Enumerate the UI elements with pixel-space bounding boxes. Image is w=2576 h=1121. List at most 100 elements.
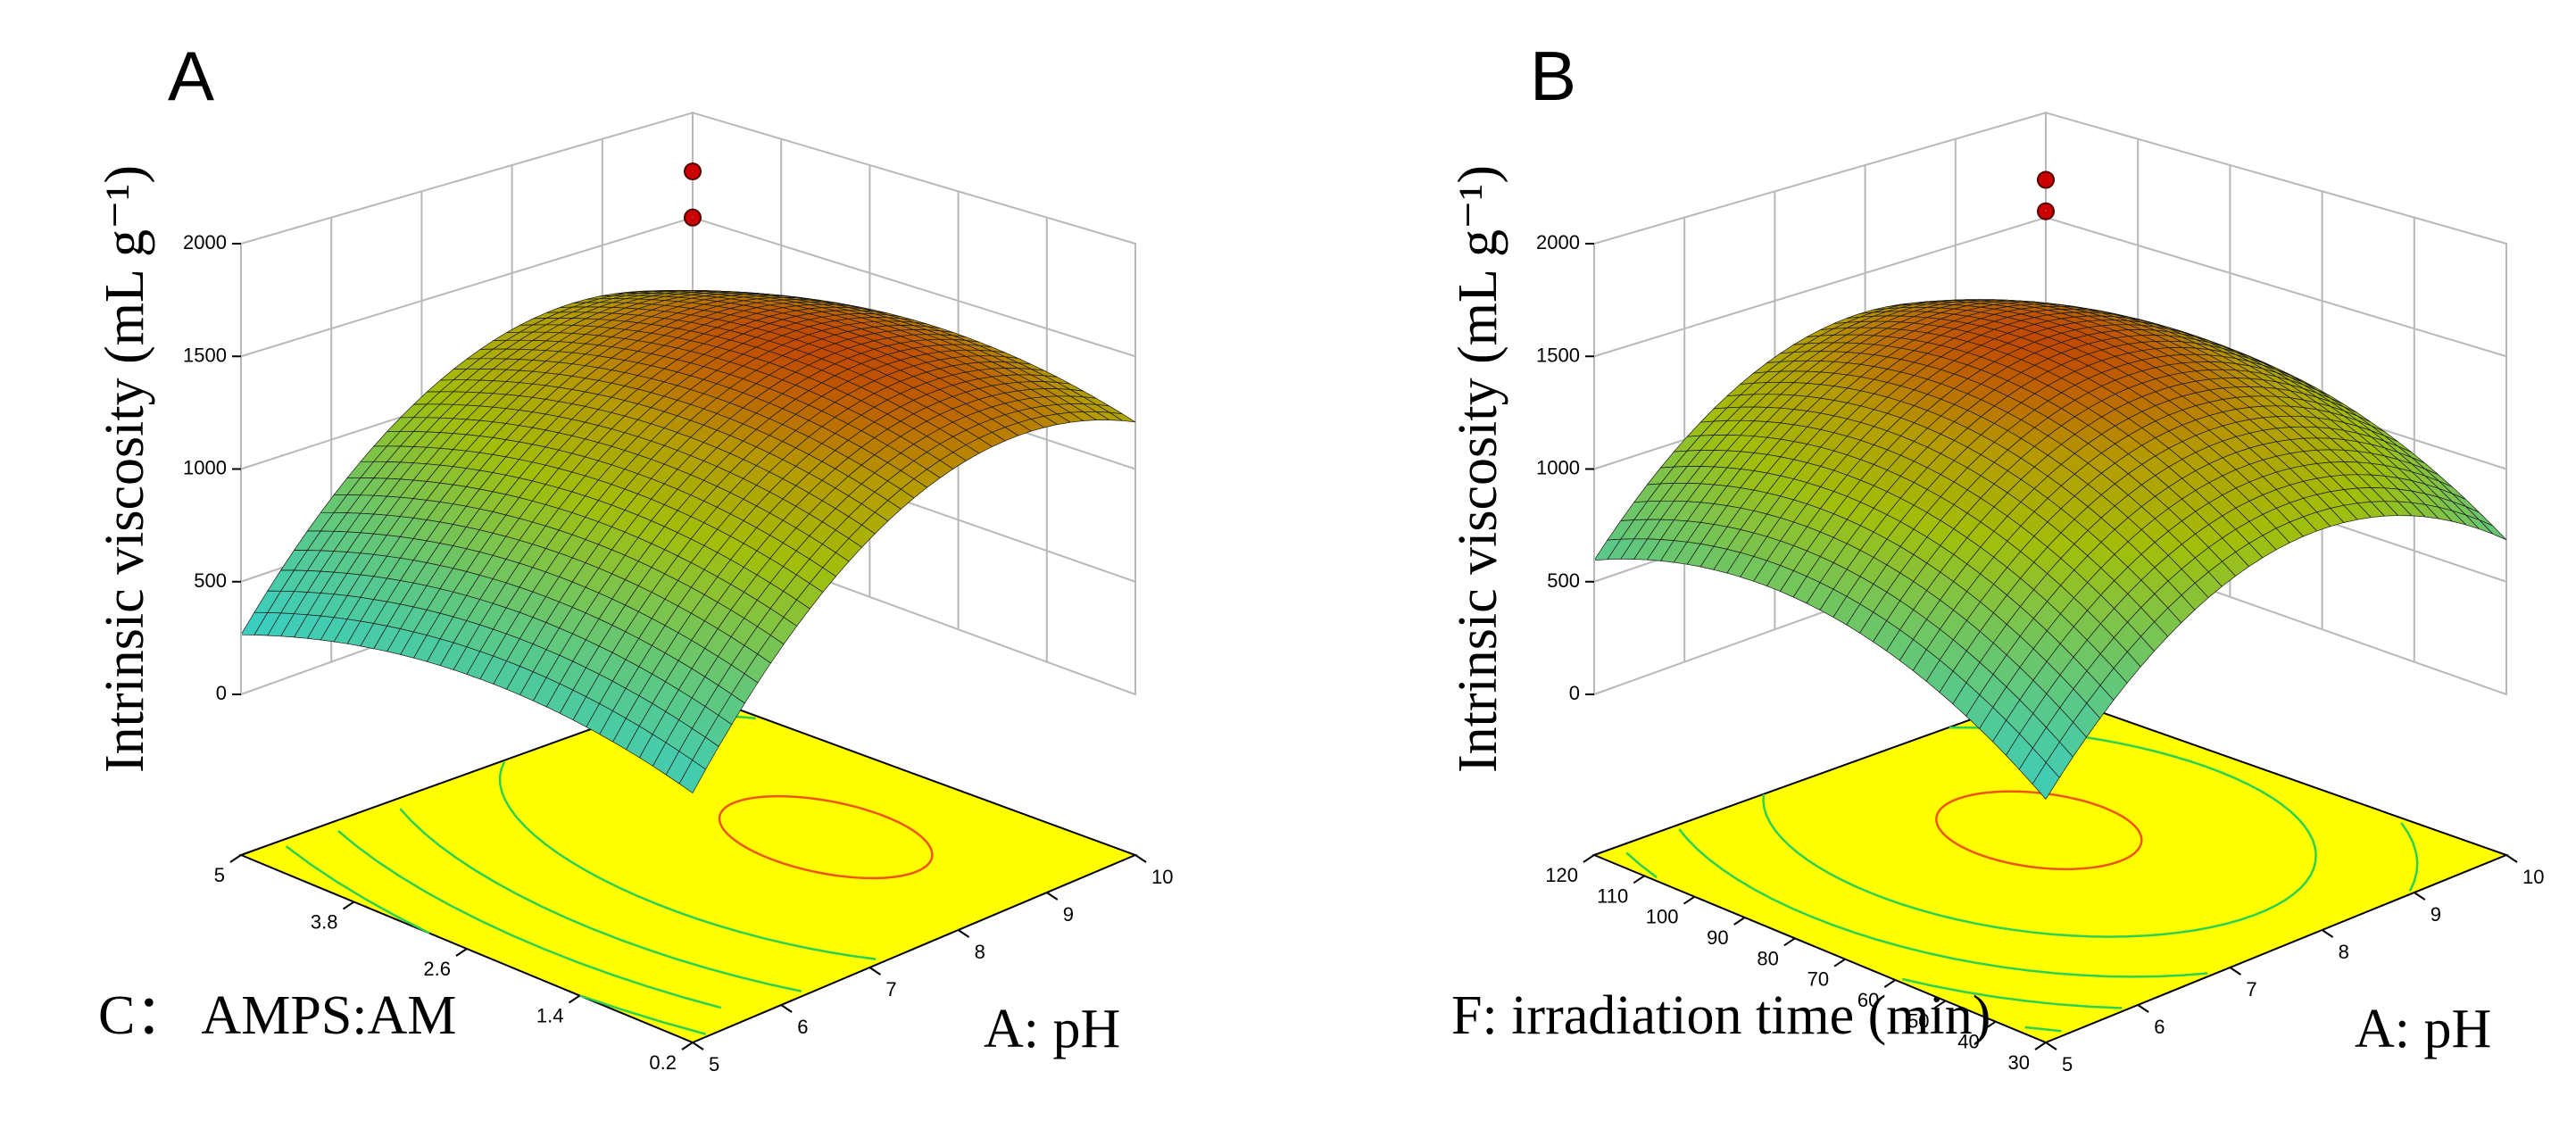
contour-line: [1935, 790, 2143, 871]
z-tick-label: 500: [1547, 569, 1580, 592]
y-tick-label: 50: [1907, 1009, 1929, 1032]
x-tick-label: 10: [1151, 866, 1173, 888]
y-tick-mark: [1583, 854, 1595, 863]
y-tick-label: 110: [1597, 884, 1628, 907]
panel-b-letter: B: [1530, 37, 1576, 115]
response-surface: [1593, 299, 2507, 800]
x-tick-label: 6: [2154, 1016, 2165, 1038]
x-axis: 5 6 7 8 9 10: [2045, 854, 2544, 1075]
y-tick-mark: [455, 948, 468, 957]
x-tick-label: 7: [885, 978, 896, 1001]
contour-line: [1902, 977, 2123, 1009]
x-tick-mark: [2322, 929, 2334, 938]
contour-line: [1678, 828, 2208, 978]
x-tick-mark: [958, 929, 970, 938]
contour-line: [1762, 765, 2317, 938]
y-tick-label: 30: [2008, 1051, 2030, 1074]
y-axis-title: F: irradiation time (min): [1451, 985, 1990, 1046]
x-axis-title: A: pH: [984, 999, 1120, 1059]
y-tick-mark: [229, 854, 242, 863]
y-tick-label: 100: [1646, 906, 1679, 928]
y-axis: 0.2 1.4 2.6 3.8 5: [214, 854, 694, 1074]
x-axis-title: A: pH: [2355, 999, 2491, 1059]
panel-a-chart: A 0 500 1000 1500 2000 Intrinsic viscosity (m…: [95, 37, 1173, 1075]
y-tick-mark: [1783, 937, 1796, 947]
z-tick-label: 0: [1569, 682, 1580, 704]
y-tick-mark: [1683, 895, 1695, 905]
x-tick-label: 9: [2431, 903, 2441, 926]
x-tick-mark: [2414, 892, 2426, 901]
x-tick-label: 5: [709, 1053, 719, 1075]
y-tick-mark: [1934, 1000, 1947, 1009]
contour-line: [285, 845, 430, 934]
contour-line: [2400, 822, 2419, 892]
y-tick-label: 1.4: [536, 1005, 564, 1027]
y-tick-label: 3.8: [311, 911, 338, 934]
design-point-marker: [2037, 170, 2055, 189]
y-tick-label: 80: [1757, 947, 1778, 969]
z-tick-label: 1500: [1536, 344, 1580, 366]
z-tick-label: 500: [194, 569, 227, 592]
x-tick-mark: [2137, 1004, 2149, 1013]
contour-line: [718, 794, 934, 880]
y-tick-label: 120: [1545, 864, 1578, 886]
contour-line: [337, 830, 722, 1009]
y-axis: 30 40 50 60 70 80 90 100 110 120: [1545, 854, 2047, 1074]
y-tick-mark: [2034, 1042, 2047, 1050]
panel-b-chart: B 0 500 1000 1500 2000 Intrinsic viscosity (m…: [1448, 37, 2544, 1075]
y-tick-mark: [681, 1042, 694, 1050]
x-tick-mark: [780, 1004, 793, 1013]
x-tick-label: 6: [797, 1016, 808, 1038]
x-tick-label: 5: [2062, 1053, 2073, 1075]
contour-line: [1625, 851, 1658, 878]
x-tick-label: 9: [1063, 903, 1074, 926]
y-tick-label: 40: [1957, 1031, 1979, 1053]
design-point-marker: [684, 162, 702, 181]
y-tick-mark: [1633, 875, 1645, 884]
z-axis: 0 500 1000 1500 2000: [1536, 231, 1595, 704]
z-tick-label: 2000: [1536, 231, 1580, 253]
x-tick-mark: [868, 967, 881, 976]
x-tick-label: 10: [2522, 866, 2544, 888]
y-tick-mark: [1883, 979, 1896, 988]
x-tick-label: 8: [2339, 941, 2349, 963]
y-tick-label: 60: [1857, 989, 1879, 1011]
contour-line: [399, 808, 802, 992]
x-tick-label: 8: [975, 941, 985, 963]
y-tick-label: 0.2: [649, 1051, 677, 1074]
z-tick-label: 2000: [183, 231, 227, 253]
y-tick-label: 5: [214, 864, 225, 886]
y-tick-label: 70: [1807, 968, 1829, 991]
z-axis: 0 500 1000 1500 2000: [183, 231, 242, 704]
y-tick-label: 2.6: [423, 958, 451, 980]
surface-facet: [678, 760, 707, 794]
x-tick-mark: [692, 1042, 704, 1050]
contour-line: [2024, 1026, 2062, 1033]
z-axis-title: Intrinsic viscosity (mL g⁻¹): [95, 165, 155, 773]
z-tick-label: 0: [216, 682, 227, 704]
x-tick-mark: [2229, 967, 2241, 976]
contour-line: [498, 761, 877, 960]
x-tick-label: 7: [2246, 978, 2256, 1001]
z-tick-label: 1500: [183, 344, 227, 366]
y-tick-mark: [342, 901, 355, 910]
z-axis-title: Intrinsic viscosity (mL g⁻¹): [1448, 165, 1508, 773]
response-surface: [240, 289, 1136, 794]
x-axis: 5 6 7 8 9 10: [692, 854, 1173, 1075]
y-tick-mark: [1833, 958, 1846, 967]
y-tick-mark: [1733, 917, 1746, 926]
x-tick-mark: [1134, 854, 1147, 863]
surface-facet: [2032, 761, 2060, 800]
y-axis-title: C： AMPS:AM: [98, 985, 456, 1046]
z-tick-label: 1000: [1536, 457, 1580, 479]
x-tick-mark: [2045, 1042, 2057, 1050]
y-tick-mark: [1984, 1020, 1997, 1030]
x-tick-mark: [2505, 854, 2518, 863]
z-tick-label: 1000: [183, 457, 227, 479]
y-tick-label: 90: [1707, 926, 1728, 949]
y-tick-mark: [568, 994, 581, 1004]
x-tick-mark: [1046, 892, 1059, 901]
panel-a-letter: A: [168, 37, 214, 115]
contour-line: [579, 994, 706, 1035]
